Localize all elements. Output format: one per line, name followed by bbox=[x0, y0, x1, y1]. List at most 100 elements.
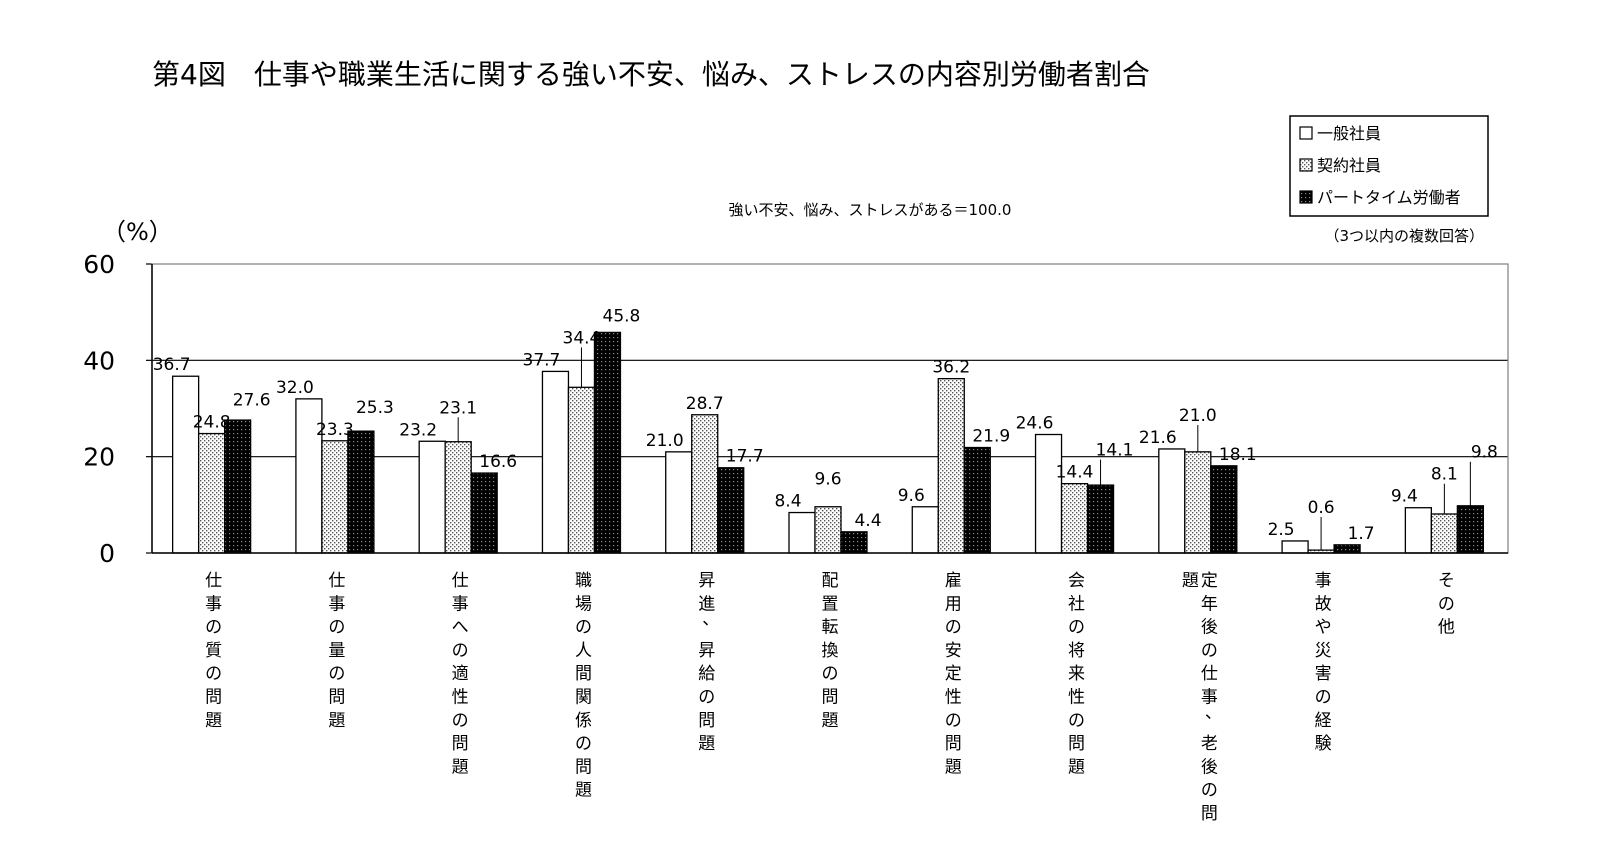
category-label-char: 後 bbox=[1201, 618, 1218, 638]
y-axis-ticks: 0 20 40 60 bbox=[83, 250, 115, 568]
category-label-char: 災 bbox=[1315, 641, 1332, 661]
category-label-char: 性 bbox=[1068, 688, 1085, 708]
data-label: 9.6 bbox=[814, 470, 841, 490]
legend-note: （3つ以内の複数回答） bbox=[1324, 227, 1484, 245]
category-label-char: 故 bbox=[1315, 594, 1332, 614]
chart-title: 第4図 仕事や職業生活に関する強い不安、悩み、ストレスの内容別労働者割合 bbox=[152, 58, 1150, 91]
bar bbox=[1281, 540, 1309, 554]
data-label: 9.4 bbox=[1391, 487, 1418, 507]
category-label-char: 事 bbox=[205, 594, 222, 614]
category-label-char: 仕 bbox=[1201, 664, 1218, 684]
bar bbox=[347, 430, 375, 554]
category-label-char: 事 bbox=[328, 594, 345, 614]
category-label-char: の bbox=[1068, 618, 1085, 638]
legend-swatch-ippan bbox=[1299, 126, 1313, 140]
data-label: 36.7 bbox=[153, 355, 191, 375]
bar bbox=[1456, 505, 1485, 554]
category-label-char: 仕 bbox=[452, 571, 469, 591]
category-label-char: の bbox=[945, 618, 962, 638]
bar bbox=[1086, 484, 1115, 554]
category-label-char: 題 bbox=[328, 711, 345, 731]
category-label-char: 係 bbox=[575, 711, 592, 731]
bar bbox=[171, 375, 200, 554]
category-label-char: へ bbox=[452, 618, 469, 638]
category-label-char: の bbox=[1068, 711, 1085, 731]
category-label-char: 、 bbox=[702, 610, 719, 630]
bar bbox=[295, 398, 323, 554]
bars bbox=[171, 331, 1485, 554]
bar bbox=[814, 506, 842, 554]
category-label-char: 題 bbox=[1182, 571, 1199, 591]
bar bbox=[840, 531, 868, 554]
category-label-char: 場 bbox=[575, 594, 592, 614]
data-label: 45.8 bbox=[603, 306, 641, 326]
bar bbox=[197, 432, 226, 554]
data-label: 23.2 bbox=[399, 420, 437, 440]
bar bbox=[444, 441, 472, 554]
category-label-char: 仕 bbox=[205, 571, 222, 591]
category-label-char: 問 bbox=[945, 734, 962, 754]
category-label-char: 他 bbox=[1438, 618, 1455, 638]
data-label: 8.1 bbox=[1431, 465, 1458, 485]
category-label-char: 関 bbox=[575, 688, 592, 708]
data-label: 24.8 bbox=[193, 413, 231, 433]
bar bbox=[418, 440, 446, 554]
gridlines bbox=[146, 263, 1508, 554]
bar bbox=[691, 414, 719, 554]
bar bbox=[1210, 465, 1238, 554]
data-label: 21.9 bbox=[972, 427, 1010, 447]
data-label: 23.1 bbox=[439, 398, 477, 418]
bar bbox=[963, 446, 991, 554]
category-label-char: 質 bbox=[205, 641, 222, 661]
category-label-char: 適 bbox=[452, 664, 469, 684]
category-label-char: 来 bbox=[1068, 664, 1085, 684]
bar bbox=[1060, 482, 1089, 554]
legend-label-part: パートタイム労働者 bbox=[1317, 188, 1461, 207]
category-label-char: の bbox=[1201, 641, 1218, 661]
category-label-char: 後 bbox=[1201, 757, 1218, 777]
category-label-char: 害 bbox=[1315, 664, 1332, 684]
category-label-char: の bbox=[452, 641, 469, 661]
data-label: 21.0 bbox=[646, 431, 684, 451]
category-label-char: 、 bbox=[1205, 703, 1222, 723]
bar bbox=[593, 331, 622, 554]
category-label-char: 用 bbox=[945, 594, 962, 614]
category-label-char: 間 bbox=[575, 664, 592, 684]
data-label: 28.7 bbox=[686, 394, 724, 414]
data-label: 14.4 bbox=[1056, 463, 1094, 483]
category-label-char: 年 bbox=[1201, 594, 1218, 614]
category-label-char: の bbox=[328, 618, 345, 638]
category-label-char: 会 bbox=[1068, 571, 1085, 591]
legend-swatch-part bbox=[1299, 190, 1313, 204]
data-label: 0.6 bbox=[1308, 498, 1335, 518]
label-leader-lines bbox=[457, 347, 1471, 551]
category-label-char: 量 bbox=[328, 641, 345, 661]
bar bbox=[321, 440, 349, 554]
category-label-char: 事 bbox=[1315, 571, 1332, 591]
category-label-char: 換 bbox=[822, 641, 839, 661]
category-label-char: 老 bbox=[1201, 734, 1218, 754]
data-label: 8.4 bbox=[774, 492, 801, 512]
legend: 一般社員 契約社員 パートタイム労働者 bbox=[1289, 115, 1489, 217]
category-label-char: 題 bbox=[1068, 757, 1085, 777]
y-tick-label: 0 bbox=[99, 539, 115, 568]
category-label-char: 仕 bbox=[328, 571, 345, 591]
bar bbox=[223, 419, 252, 554]
category-label-char: 題 bbox=[575, 781, 592, 801]
category-label-char: の bbox=[822, 664, 839, 684]
category-label-char: 題 bbox=[945, 757, 962, 777]
data-label: 34.4 bbox=[563, 328, 601, 348]
category-label-char: 問 bbox=[452, 734, 469, 754]
category-label-char: 問 bbox=[205, 688, 222, 708]
data-label: 25.3 bbox=[356, 398, 394, 418]
category-label-char: 問 bbox=[575, 757, 592, 777]
data-label: 18.1 bbox=[1219, 445, 1257, 465]
category-label-char: 定 bbox=[945, 664, 962, 684]
category-label-char: 性 bbox=[452, 688, 469, 708]
category-label-char: 社 bbox=[1068, 594, 1085, 614]
bar bbox=[1184, 451, 1212, 554]
data-label: 24.6 bbox=[1016, 414, 1054, 434]
category-label-char: 性 bbox=[945, 688, 962, 708]
category-label-char: 転 bbox=[822, 618, 839, 638]
